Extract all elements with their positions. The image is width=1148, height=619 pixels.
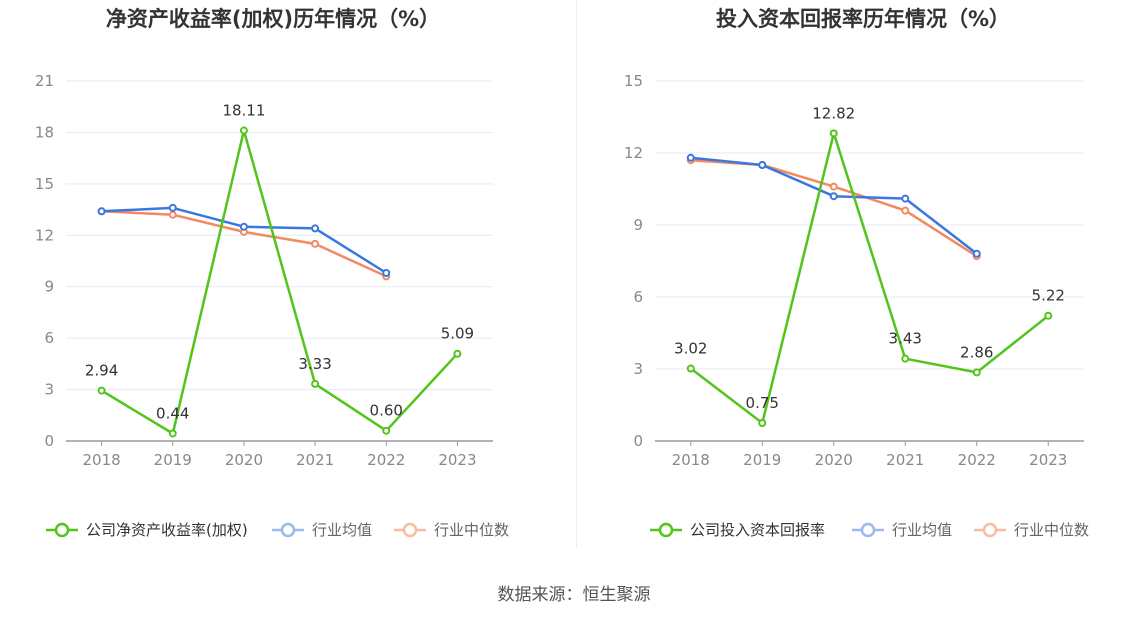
panel-divider [576, 0, 577, 548]
legend-label: 行业均值 [892, 521, 952, 539]
x-tick-label: 2022 [958, 451, 996, 469]
legend-label: 行业中位数 [434, 521, 509, 539]
data-point [829, 182, 838, 191]
legend-item-1: 公司净资产收益率(加权) [46, 521, 248, 539]
data-point [686, 364, 695, 373]
data-point [901, 206, 910, 215]
series-line-2 [690, 156, 978, 255]
legend-label: 公司投入资本回报率 [690, 521, 825, 539]
data-point [901, 194, 910, 203]
data-point [758, 161, 767, 169]
data-label: 3.43 [889, 330, 922, 348]
y-tick-label: 12 [624, 144, 643, 162]
data-point [829, 192, 838, 201]
data-label: 18.11 [222, 102, 265, 120]
series-line-1 [100, 129, 459, 435]
y-tick-label: 21 [35, 72, 54, 90]
series-line-2 [101, 206, 387, 275]
data-point [311, 239, 320, 248]
y-tick-label: 9 [44, 278, 54, 296]
x-tick-label: 2019 [154, 451, 192, 469]
legend-item-1: 公司投入资本回报率 [650, 521, 825, 539]
series-line-3 [101, 210, 387, 278]
data-label: 0.75 [746, 394, 779, 412]
chart-title: 净资产收益率(加权)历年情况（%） [106, 7, 440, 31]
x-tick-label: 2022 [367, 451, 405, 469]
chart-panel-1: 净资产收益率(加权)历年情况（%） 0 3 6 9 12 15 18 21 2018 2019 202… [35, 7, 509, 539]
y-tick-label: 3 [44, 381, 54, 399]
data-source-prefix: 数据来源： [497, 585, 583, 605]
x-tick-label: 2023 [1029, 451, 1067, 469]
x-tick-label: 2021 [296, 451, 334, 469]
data-label: 3.02 [674, 340, 707, 358]
legend-marker-icon [280, 522, 296, 538]
data-point [239, 222, 248, 231]
legend-item-2: 行业均值 [852, 521, 952, 539]
legend-label: 公司净资产收益率(加权) [86, 521, 248, 539]
data-label: 0.60 [370, 402, 403, 420]
data-label: 12.82 [812, 104, 855, 122]
charts-canvas: 净资产收益率(加权)历年情况（%） 0 3 6 9 12 15 18 21 2018 2019 202… [35, 7, 1089, 539]
data-point [1044, 311, 1053, 320]
legend-label: 行业中位数 [1014, 521, 1089, 539]
data-point [168, 210, 177, 219]
legend-marker-icon [982, 522, 998, 538]
y-tick-label: 12 [35, 226, 54, 244]
data-label: 2.94 [85, 362, 118, 380]
data-point [168, 429, 177, 438]
x-tick-label: 2020 [225, 451, 263, 469]
y-tick-label: 18 [35, 123, 54, 141]
data-label: 2.86 [960, 343, 993, 361]
x-tick-label: 2020 [815, 451, 853, 469]
y-tick-label: 0 [633, 432, 643, 450]
legend-marker-icon [860, 522, 876, 538]
x-tick-label: 2018 [82, 451, 120, 469]
data-point [686, 153, 695, 162]
chart-title: 投入资本回报率历年情况（%） [716, 7, 1010, 31]
legend-item-3: 行业中位数 [974, 521, 1089, 539]
series-line-1 [690, 132, 1050, 425]
data-point [453, 349, 462, 358]
data-source: 数据来源：恒生聚源 [0, 580, 1148, 605]
legend-marker-icon [54, 522, 70, 538]
data-point [382, 426, 391, 435]
data-label: 3.33 [298, 355, 331, 373]
x-tick-label: 2018 [672, 451, 710, 469]
data-point [168, 203, 177, 212]
y-tick-label: 9 [633, 216, 643, 234]
y-tick-label: 15 [35, 175, 54, 193]
y-tick-label: 6 [633, 288, 643, 306]
legend-item-3: 行业中位数 [394, 521, 509, 539]
data-point [97, 207, 106, 216]
data-point [311, 379, 320, 388]
legend-item-2: 行业均值 [272, 521, 372, 539]
data-point [972, 368, 981, 377]
legend-label: 行业均值 [312, 521, 372, 539]
legend-marker-icon [658, 522, 674, 538]
data-source-name: 恒生聚源 [582, 585, 651, 605]
x-tick-label: 2019 [743, 451, 781, 469]
y-tick-label: 3 [633, 360, 643, 378]
data-point [829, 129, 838, 138]
data-point [311, 224, 320, 233]
data-label: 5.09 [441, 325, 474, 343]
series-line-3 [690, 158, 978, 258]
legend-marker-icon [402, 522, 418, 538]
y-tick-label: 6 [44, 329, 54, 347]
chart-panel-2: 投入资本回报率历年情况（%） 0 3 6 9 12 15 2018 2019 2020 2021 20… [624, 7, 1089, 539]
data-point [972, 249, 981, 258]
y-tick-label: 15 [624, 72, 643, 90]
data-point [97, 386, 106, 395]
data-point [382, 269, 391, 277]
x-tick-label: 2021 [886, 451, 924, 469]
data-point [901, 354, 910, 363]
data-label: 0.44 [156, 404, 189, 422]
y-tick-label: 0 [44, 432, 54, 450]
data-point [239, 126, 248, 135]
data-label: 5.22 [1032, 287, 1065, 305]
data-point [758, 419, 767, 427]
x-tick-label: 2023 [438, 451, 476, 469]
